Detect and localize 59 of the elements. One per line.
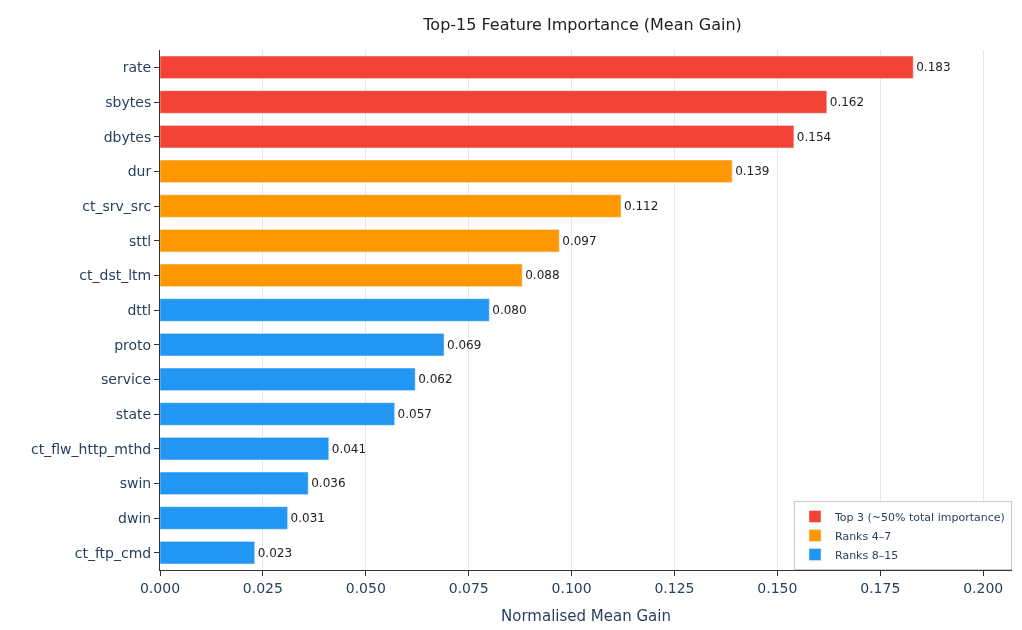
data-label: 0.023	[257, 545, 293, 560]
y-tick-label: ct_ftp_cmd	[74, 544, 152, 561]
data-label: 0.057	[397, 407, 432, 421]
y-tick-label: proto	[114, 336, 152, 353]
bar	[160, 298, 490, 322]
x-tick-label: 0.075	[448, 579, 489, 596]
chart-title: Top-15 Feature Importance (Mean Gain)	[422, 15, 742, 35]
x-tick-label: 0.175	[860, 579, 901, 596]
x-tick-label: 0.025	[242, 579, 283, 596]
x-tick-label: 0.100	[551, 579, 592, 596]
y-tick-label: ct_srv_src	[82, 197, 152, 214]
data-label: 0.062	[418, 372, 453, 387]
y-tick-label: sttl	[129, 232, 152, 249]
y-tick-label: dttl	[127, 301, 152, 318]
bar	[160, 402, 395, 426]
y-tick-label: swin	[119, 475, 152, 492]
y-tick-label: ct_flw_http_mthd	[31, 440, 152, 457]
data-label: 0.139	[735, 164, 770, 179]
y-tick-label: state	[115, 405, 152, 422]
bar	[160, 55, 914, 79]
data-label: 0.112	[623, 199, 659, 213]
data-label: 0.080	[492, 303, 527, 317]
legend-label: Top 3 (~50% total importance)	[834, 510, 1005, 524]
y-tick-label: ct_dst_ltm	[79, 267, 152, 284]
x-tick-label: 0.050	[345, 579, 386, 596]
y-tick-label: dbytes	[103, 128, 152, 145]
bar	[160, 367, 416, 391]
data-label: 0.031	[290, 511, 325, 525]
x-tick-label: 0.000	[139, 579, 181, 596]
y-tick-label: service	[101, 371, 152, 388]
data-label: 0.183	[916, 60, 951, 75]
x-tick-label: 0.150	[757, 579, 798, 596]
bar	[160, 125, 795, 149]
y-tick-label: dur	[127, 163, 152, 180]
data-label: 0.041	[331, 441, 367, 456]
legend-label: Ranks 8–15	[835, 548, 899, 562]
legend-label: Ranks 4–7	[835, 529, 892, 543]
x-axis-title: Normalised Mean Gain	[501, 606, 671, 625]
bar	[160, 194, 622, 218]
data-label: 0.162	[829, 95, 865, 109]
bar	[160, 437, 329, 461]
y-tick-label: rate	[122, 59, 152, 76]
bar	[160, 90, 828, 114]
bar	[160, 333, 445, 357]
bar	[160, 471, 309, 495]
bar	[160, 506, 288, 530]
data-label: 0.036	[311, 476, 346, 491]
data-label: 0.154	[796, 129, 832, 144]
x-tick-label: 0.125	[654, 579, 695, 596]
x-tick-label: 0.200	[963, 579, 1004, 596]
data-label: 0.069	[447, 337, 482, 352]
y-tick-label: sbytes	[105, 93, 152, 110]
bar	[160, 229, 560, 253]
bar	[160, 159, 733, 183]
bar	[160, 541, 255, 565]
data-label: 0.097	[562, 233, 597, 248]
y-tick-label: dwin	[118, 509, 152, 526]
data-label: 0.088	[525, 268, 560, 283]
bar	[160, 263, 523, 287]
